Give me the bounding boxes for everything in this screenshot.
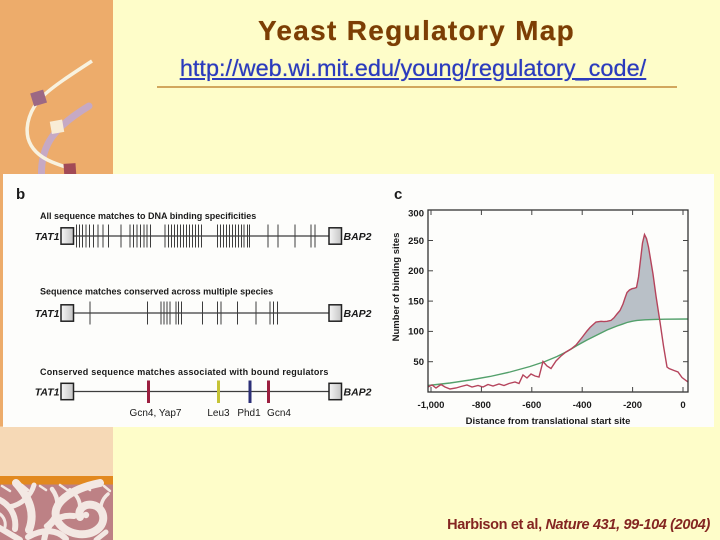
svg-text:BAP2: BAP2 [344,308,372,320]
svg-text:50: 50 [413,357,424,368]
svg-text:150: 150 [408,296,424,307]
svg-text:-800: -800 [472,400,491,411]
svg-text:Conserved sequence matches ass: Conserved sequence matches associated wi… [40,367,329,377]
svg-text:TAT1: TAT1 [35,308,60,320]
svg-text:Number of binding sites: Number of binding sites [391,233,402,342]
svg-text:All sequence matches to DNA bi: All sequence matches to DNA binding spec… [40,211,256,221]
svg-text:BAP2: BAP2 [344,386,372,398]
svg-text:-600: -600 [522,400,541,411]
svg-text:300: 300 [408,208,424,219]
svg-text:0: 0 [680,400,685,411]
svg-text:Phd1: Phd1 [237,408,261,419]
svg-text:b: b [16,186,25,203]
svg-text:-200: -200 [623,400,642,411]
svg-text:TAT1: TAT1 [35,386,60,398]
svg-text:Sequence matches conserved acr: Sequence matches conserved across multip… [40,287,273,297]
svg-text:Leu3: Leu3 [207,408,230,419]
svg-text:-400: -400 [573,400,592,411]
svg-text:c: c [394,186,402,203]
svg-text:BAP2: BAP2 [344,231,372,243]
svg-text:200: 200 [408,266,424,277]
svg-text:100: 100 [408,327,424,338]
svg-text:Distance from translational st: Distance from translational start site [466,416,631,427]
svg-text:250: 250 [408,236,424,247]
svg-text:-1,000: -1,000 [418,400,445,411]
svg-text:Gcn4, Yap7: Gcn4, Yap7 [130,408,182,419]
svg-text:TAT1: TAT1 [35,231,60,243]
svg-text:Gcn4: Gcn4 [267,408,291,419]
